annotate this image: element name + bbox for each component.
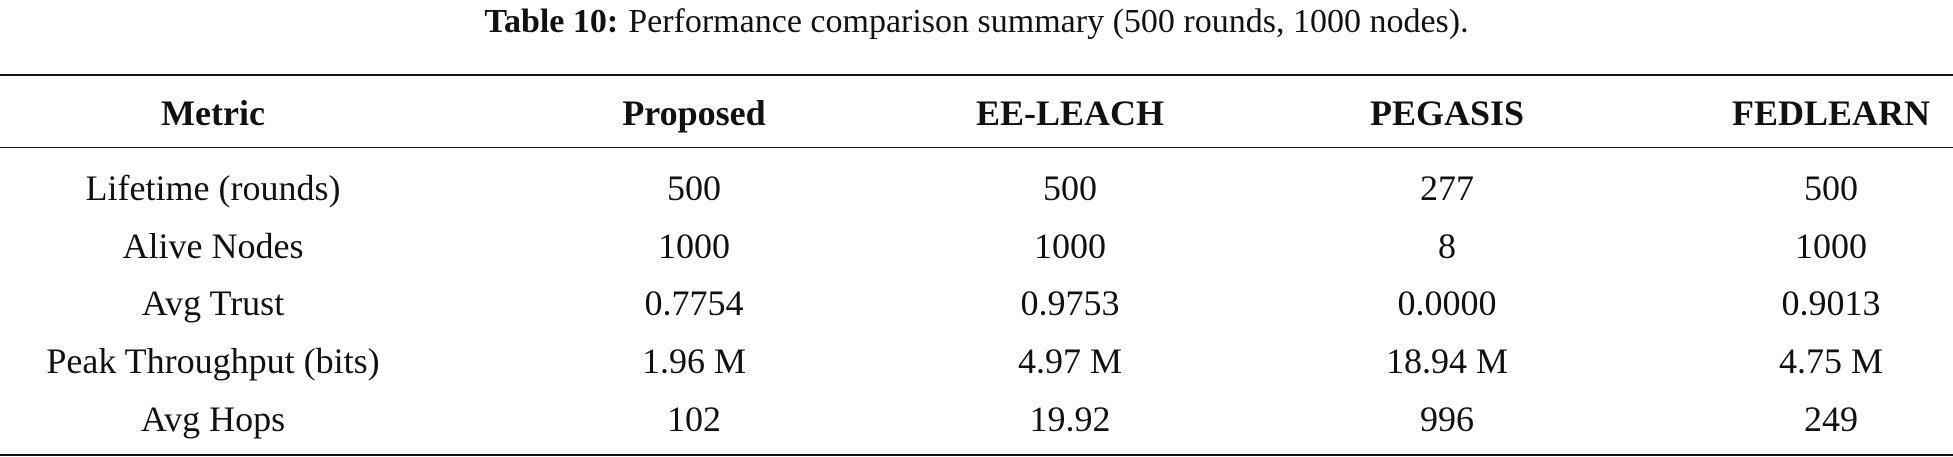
header-cell: PEGASIS [1369,93,1525,133]
row-label: Avg Hops [140,399,286,439]
table-cell: 102 [667,399,721,439]
row-label: Avg Trust [141,283,285,323]
table-cell: 4.97 M [1017,341,1122,381]
caption-label: Table 10: [484,3,619,40]
bottom-rule [0,454,1953,456]
table-cell: 0.0000 [1397,283,1497,323]
table-cell: 277 [1420,168,1474,208]
table-cell: 8 [1438,226,1456,266]
table-cell: 996 [1420,399,1474,439]
mid-rule [0,147,1953,148]
caption-text: Performance comparison summary (500 roun… [628,3,1469,40]
table-cell: 1.96 M [641,341,746,381]
table-cell: 0.7754 [644,283,744,323]
row-label: Alive Nodes [122,226,304,266]
table-cell: 0.9753 [1020,283,1120,323]
header-cell: Proposed [622,93,766,133]
table-cell: 500 [1804,168,1858,208]
table-cell: 1000 [658,226,730,266]
row-label: Peak Throughput (bits) [46,341,380,381]
table-cell: 500 [667,168,721,208]
table-cell: 19.92 [1029,399,1111,439]
header-cell: FEDLEARN [1731,93,1931,133]
row-label: Lifetime (rounds) [85,168,341,208]
table-cell: 18.94 M [1385,341,1508,381]
table-cell: 500 [1043,168,1097,208]
top-rule [0,74,1953,76]
header-cell: EE-LEACH [975,93,1165,133]
table-cell: 0.9013 [1781,283,1881,323]
table-cell: 1000 [1034,226,1106,266]
table-cell: 4.75 M [1778,341,1883,381]
table-cell: 1000 [1795,226,1867,266]
header-cell: Metric [161,93,265,133]
table-cell: 249 [1804,399,1858,439]
table-caption: Table 10: Performance comparison summary … [0,2,1953,42]
